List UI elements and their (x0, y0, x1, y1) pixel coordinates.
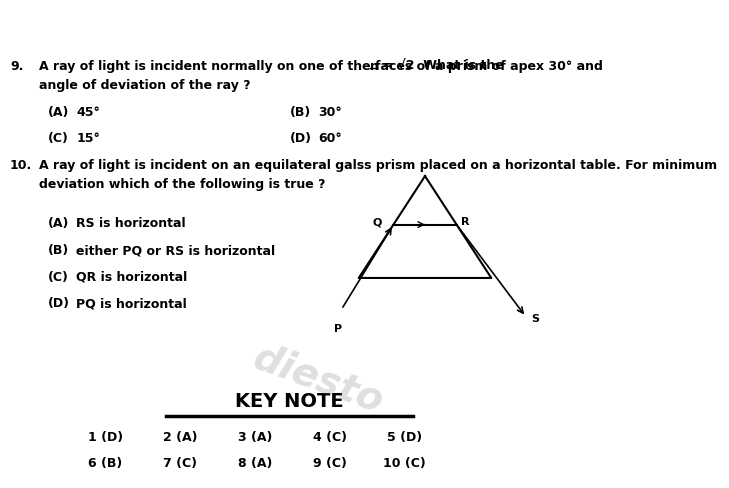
Text: P: P (335, 324, 343, 334)
Text: 3 (A): 3 (A) (238, 431, 272, 444)
Text: diesto: diesto (248, 339, 389, 421)
Text: KEY NOTE: KEY NOTE (235, 392, 344, 411)
Text: 15°: 15° (77, 132, 100, 145)
Text: (B): (B) (47, 244, 69, 257)
Text: 60°: 60° (319, 132, 342, 145)
Text: Q: Q (373, 217, 382, 227)
Text: S: S (531, 314, 539, 324)
Text: deviation which of the following is true ?: deviation which of the following is true… (39, 179, 325, 191)
Text: = √2  What is the: = √2 What is the (378, 60, 504, 73)
Text: (B): (B) (289, 106, 311, 119)
Text: either PQ or RS is horizontal: either PQ or RS is horizontal (77, 244, 276, 257)
Text: 2 (A): 2 (A) (163, 431, 198, 444)
Text: (A): (A) (47, 106, 69, 119)
Text: 10.: 10. (10, 159, 32, 172)
Text: 1 (D): 1 (D) (87, 431, 122, 444)
Text: 4 (C): 4 (C) (313, 431, 347, 444)
Text: 30°: 30° (319, 106, 342, 119)
Text: (A): (A) (47, 217, 69, 230)
Text: 7 (C): 7 (C) (163, 457, 197, 470)
Text: 9 (C): 9 (C) (313, 457, 347, 470)
Text: 8 (A): 8 (A) (238, 457, 272, 470)
Text: (D): (D) (289, 132, 311, 145)
Text: (C): (C) (47, 132, 69, 145)
Text: 6 (B): 6 (B) (88, 457, 122, 470)
Text: angle of deviation of the ray ?: angle of deviation of the ray ? (39, 79, 251, 92)
Text: RS is horizontal: RS is horizontal (77, 217, 186, 230)
Text: (D): (D) (47, 297, 69, 310)
Text: 10 (C): 10 (C) (383, 457, 426, 470)
Text: 9.: 9. (10, 60, 23, 73)
Text: QR is horizontal: QR is horizontal (77, 271, 187, 284)
Text: 45°: 45° (77, 106, 100, 119)
Text: R: R (461, 217, 469, 227)
Text: A ray of light is incident normally on one of the faces of a prism of apex 30° a: A ray of light is incident normally on o… (39, 60, 607, 73)
Text: n: n (370, 60, 379, 73)
Text: (C): (C) (47, 271, 69, 284)
Text: A ray of light is incident on an equilateral galss prism placed on a horizontal : A ray of light is incident on an equilat… (39, 159, 717, 172)
Text: 5 (D): 5 (D) (387, 431, 422, 444)
Text: PQ is horizontal: PQ is horizontal (77, 297, 187, 310)
